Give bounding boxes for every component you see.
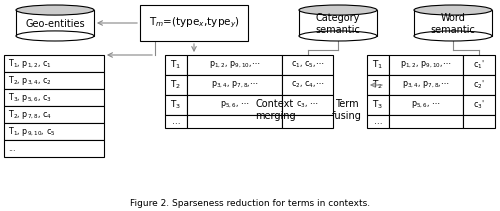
FancyBboxPatch shape	[4, 123, 104, 140]
Ellipse shape	[299, 31, 377, 41]
Text: ...: ...	[172, 117, 180, 126]
Text: c$_1$': c$_1$'	[473, 59, 485, 71]
Text: ...: ...	[8, 144, 16, 153]
Text: T$_1$, p$_{9,10}$, c$_5$: T$_1$, p$_{9,10}$, c$_5$	[8, 125, 56, 138]
Text: Figure 2. Sparseness reduction for terms in contexts.: Figure 2. Sparseness reduction for terms…	[130, 199, 370, 208]
Text: T$_m$=(type$_x$,type$_y$): T$_m$=(type$_x$,type$_y$)	[148, 16, 240, 30]
Text: T$_3$: T$_3$	[372, 99, 384, 111]
FancyBboxPatch shape	[165, 75, 187, 95]
Text: p$_{3,4}$, p$_{7,8}$,⋯: p$_{3,4}$, p$_{7,8}$,⋯	[210, 80, 258, 90]
FancyBboxPatch shape	[463, 115, 495, 128]
Text: T$_1$, p$_{1,2}$, c$_1$: T$_1$, p$_{1,2}$, c$_1$	[8, 57, 52, 70]
FancyBboxPatch shape	[187, 95, 282, 115]
FancyBboxPatch shape	[389, 115, 463, 128]
Text: T$_3$: T$_3$	[170, 99, 181, 111]
Text: Word
semantic: Word semantic	[430, 13, 476, 35]
Text: T$_2$: T$_2$	[372, 79, 384, 91]
FancyBboxPatch shape	[4, 106, 104, 123]
FancyBboxPatch shape	[4, 55, 104, 72]
Text: T$_2$, p$_{7,8}$, c$_4$: T$_2$, p$_{7,8}$, c$_4$	[8, 108, 52, 121]
Text: c$_3$': c$_3$'	[473, 99, 485, 111]
Text: p$_{3,4}$, p$_{7,8}$,⋯: p$_{3,4}$, p$_{7,8}$,⋯	[402, 80, 450, 90]
Ellipse shape	[414, 5, 492, 15]
FancyBboxPatch shape	[389, 55, 463, 75]
FancyBboxPatch shape	[463, 95, 495, 115]
FancyBboxPatch shape	[463, 55, 495, 75]
Text: p$_{1,2}$, p$_{9,10}$,⋯: p$_{1,2}$, p$_{9,10}$,⋯	[400, 60, 452, 70]
Text: c$_1$, c$_5$,⋯: c$_1$, c$_5$,⋯	[291, 60, 324, 70]
Text: T$_2$, p$_{3,4}$, c$_2$: T$_2$, p$_{3,4}$, c$_2$	[8, 74, 52, 87]
FancyBboxPatch shape	[282, 95, 333, 115]
Text: p$_{5,6}$, ⋯: p$_{5,6}$, ⋯	[411, 100, 441, 110]
FancyBboxPatch shape	[282, 55, 333, 75]
Text: ...: ...	[374, 117, 382, 126]
Polygon shape	[299, 10, 377, 36]
Text: Context
merging: Context merging	[254, 99, 296, 121]
Text: c$_2$, c$_4$,⋯: c$_2$, c$_4$,⋯	[291, 80, 324, 90]
FancyBboxPatch shape	[4, 140, 104, 157]
FancyBboxPatch shape	[367, 115, 389, 128]
FancyBboxPatch shape	[165, 115, 187, 128]
Text: T$_1$: T$_1$	[372, 59, 384, 71]
FancyBboxPatch shape	[367, 95, 389, 115]
FancyBboxPatch shape	[187, 115, 282, 128]
FancyBboxPatch shape	[187, 55, 282, 75]
Text: c$_3$, ⋯: c$_3$, ⋯	[296, 100, 319, 110]
FancyBboxPatch shape	[140, 5, 248, 41]
FancyBboxPatch shape	[282, 115, 333, 128]
Text: Term
fusing: Term fusing	[332, 99, 362, 121]
Ellipse shape	[299, 5, 377, 15]
Text: Category
semantic: Category semantic	[316, 13, 360, 35]
Ellipse shape	[16, 5, 94, 15]
Text: Geo-entities: Geo-entities	[25, 19, 85, 29]
Text: T$_3$, p$_{5,6}$, c$_3$: T$_3$, p$_{5,6}$, c$_3$	[8, 91, 52, 104]
FancyBboxPatch shape	[4, 89, 104, 106]
FancyBboxPatch shape	[367, 75, 389, 95]
Ellipse shape	[16, 31, 94, 41]
Text: T$_1$: T$_1$	[170, 59, 181, 71]
FancyBboxPatch shape	[4, 72, 104, 89]
FancyBboxPatch shape	[165, 55, 187, 75]
FancyBboxPatch shape	[282, 75, 333, 95]
FancyBboxPatch shape	[389, 95, 463, 115]
FancyBboxPatch shape	[463, 75, 495, 95]
Text: p$_{5,6}$, ⋯: p$_{5,6}$, ⋯	[220, 100, 250, 110]
Ellipse shape	[414, 31, 492, 41]
Text: T$_2$: T$_2$	[170, 79, 181, 91]
Polygon shape	[414, 10, 492, 36]
FancyBboxPatch shape	[187, 75, 282, 95]
FancyBboxPatch shape	[165, 95, 187, 115]
Text: p$_{1,2}$, p$_{9,10}$,⋯: p$_{1,2}$, p$_{9,10}$,⋯	[209, 60, 260, 70]
FancyBboxPatch shape	[389, 75, 463, 95]
Polygon shape	[16, 10, 94, 36]
Text: c$_2$': c$_2$'	[473, 79, 485, 91]
FancyBboxPatch shape	[367, 55, 389, 75]
